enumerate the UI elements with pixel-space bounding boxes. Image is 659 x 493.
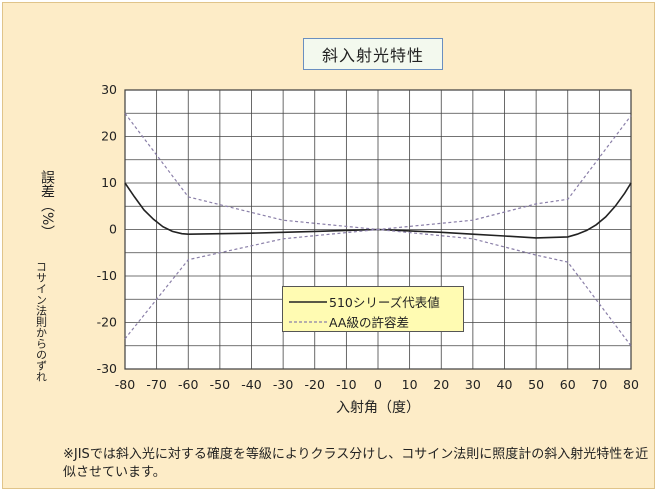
x-tick-label: 80 <box>623 377 639 392</box>
y-tick-label: 30 <box>101 82 117 97</box>
x-tick-label: 70 <box>591 377 607 392</box>
y-tick-label: 20 <box>101 129 117 144</box>
y-tick-label: -10 <box>97 268 117 283</box>
x-tick-label: -80 <box>115 377 135 392</box>
x-tick-label: 40 <box>497 377 513 392</box>
x-tick-label: 0 <box>374 377 382 392</box>
x-tick-label: -70 <box>146 377 166 392</box>
series-layer <box>124 112 632 347</box>
legend-label-series-2: AA級の許容差 <box>329 315 409 330</box>
x-tick-label: -10 <box>336 377 356 392</box>
x-tick-label: 10 <box>402 377 418 392</box>
chart-svg: -30 -20 -10 0 10 20 30 -80 -70 -60 -50 -40 -30 -20 -1… <box>35 82 639 416</box>
x-axis-label: 入射角（度） <box>336 400 420 416</box>
x-tick-label: 30 <box>465 377 481 392</box>
y-tick-label: 0 <box>109 222 117 237</box>
legend-solid-line-icon <box>289 300 327 303</box>
x-tick-label: -20 <box>305 377 325 392</box>
legend: 510シリーズ代表値 AA級の許容差 <box>282 286 464 332</box>
x-tick-label: -40 <box>241 377 261 392</box>
x-tick-label: -60 <box>178 377 198 392</box>
chart-panel: 斜入射光特性 -30 -20 -10 0 10 20 30 -80 -70 -60 -50 -40-… <box>2 2 655 489</box>
x-tick-label: -30 <box>273 377 293 392</box>
series-line-aa-tolerance-2 <box>124 228 632 347</box>
x-tick-label: 50 <box>528 377 544 392</box>
y-tick-labels: -30 -20 -10 0 10 20 30 <box>97 82 117 376</box>
legend-label-series-1: 510シリーズ代表値 <box>329 295 440 310</box>
legend-item-series-2: AA級の許容差 <box>289 312 409 331</box>
series-line-aa-tolerance-1 <box>124 112 632 231</box>
x-tick-label: 60 <box>560 377 576 392</box>
x-tick-label: -50 <box>210 377 230 392</box>
legend-item-series-1: 510シリーズ代表値 <box>289 292 440 311</box>
y-tick-label: 10 <box>101 175 117 190</box>
y-tick-label: -30 <box>97 361 117 376</box>
y-tick-label: -20 <box>97 315 117 330</box>
y-axis-label: 誤差（%） コサイン法則からのずれ <box>35 170 56 382</box>
x-tick-label: 20 <box>433 377 449 392</box>
y-axis-label-main: 誤差（%） <box>39 170 55 239</box>
legend-dashed-line-icon <box>289 320 327 323</box>
chart-title: 斜入射光特性 <box>303 38 443 70</box>
x-tick-labels: -80 -70 -60 -50 -40 -30 -20 -10 0 10 20 30 40 50 60 70 8… <box>115 377 639 392</box>
y-axis-label-sub: コサイン法則からのずれ <box>35 261 48 382</box>
footnote: ※JISでは斜入光に対する確度を等級によりクラス分けし、コサイン法則に照度計の斜… <box>63 447 649 480</box>
